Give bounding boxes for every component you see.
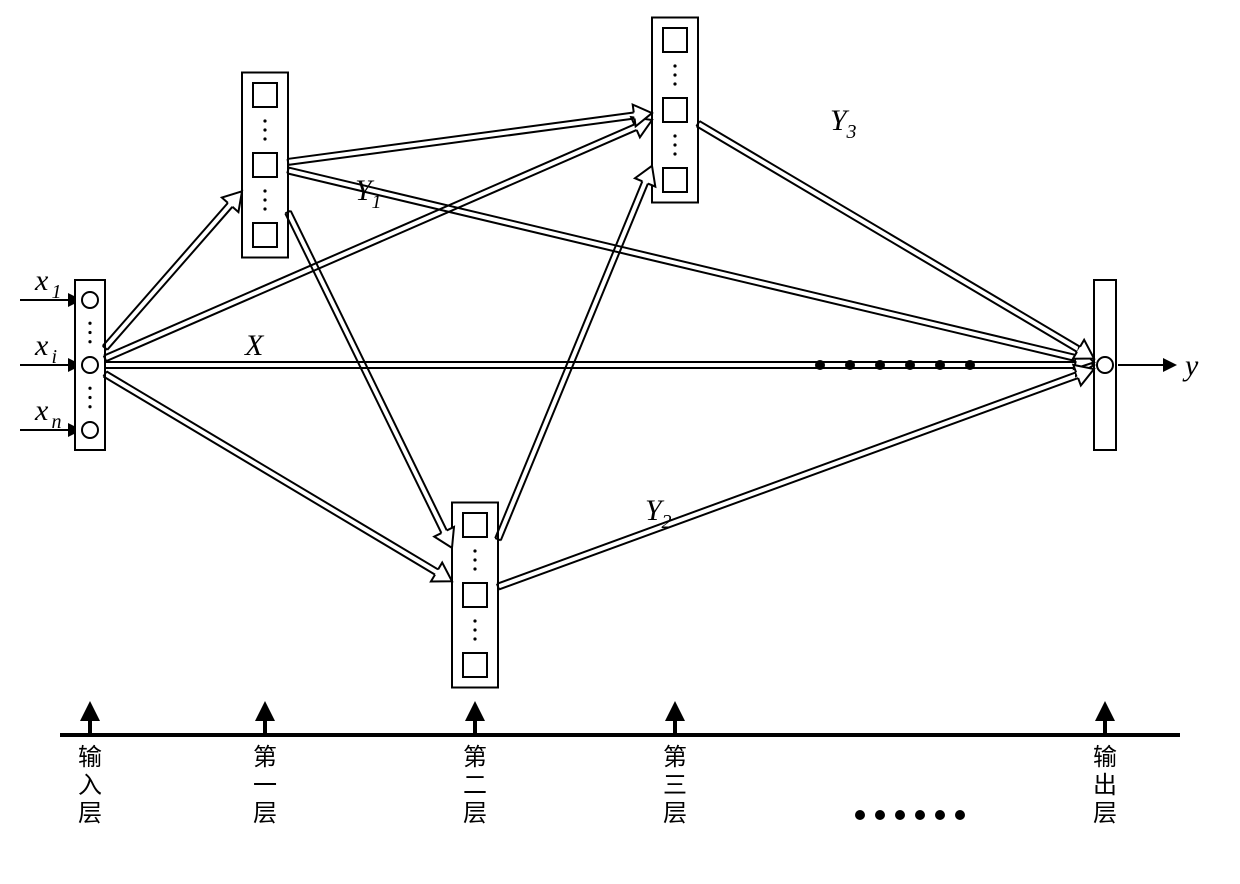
- svg-text:第二层: 第二层: [463, 744, 487, 827]
- svg-text:输入层: 输入层: [78, 744, 102, 827]
- svg-text:1: 1: [372, 191, 382, 213]
- svg-text:1: 1: [52, 281, 62, 303]
- svg-text:x: x: [34, 394, 49, 427]
- svg-text:n: n: [52, 411, 62, 433]
- svg-text:y: y: [1182, 349, 1199, 382]
- svg-text:第一层: 第一层: [253, 744, 277, 827]
- svg-text:i: i: [52, 346, 58, 368]
- svg-text:x: x: [34, 264, 49, 297]
- svg-text:2: 2: [662, 511, 672, 533]
- svg-text:第三层: 第三层: [663, 744, 687, 827]
- svg-text:输出层: 输出层: [1093, 744, 1117, 827]
- svg-text:X: X: [244, 329, 265, 362]
- svg-text:x: x: [34, 329, 49, 362]
- diagram-canvas: x1xixnXY1Y2Y3y输入层第一层第二层第三层输出层: [0, 0, 1240, 884]
- svg-text:3: 3: [846, 121, 857, 143]
